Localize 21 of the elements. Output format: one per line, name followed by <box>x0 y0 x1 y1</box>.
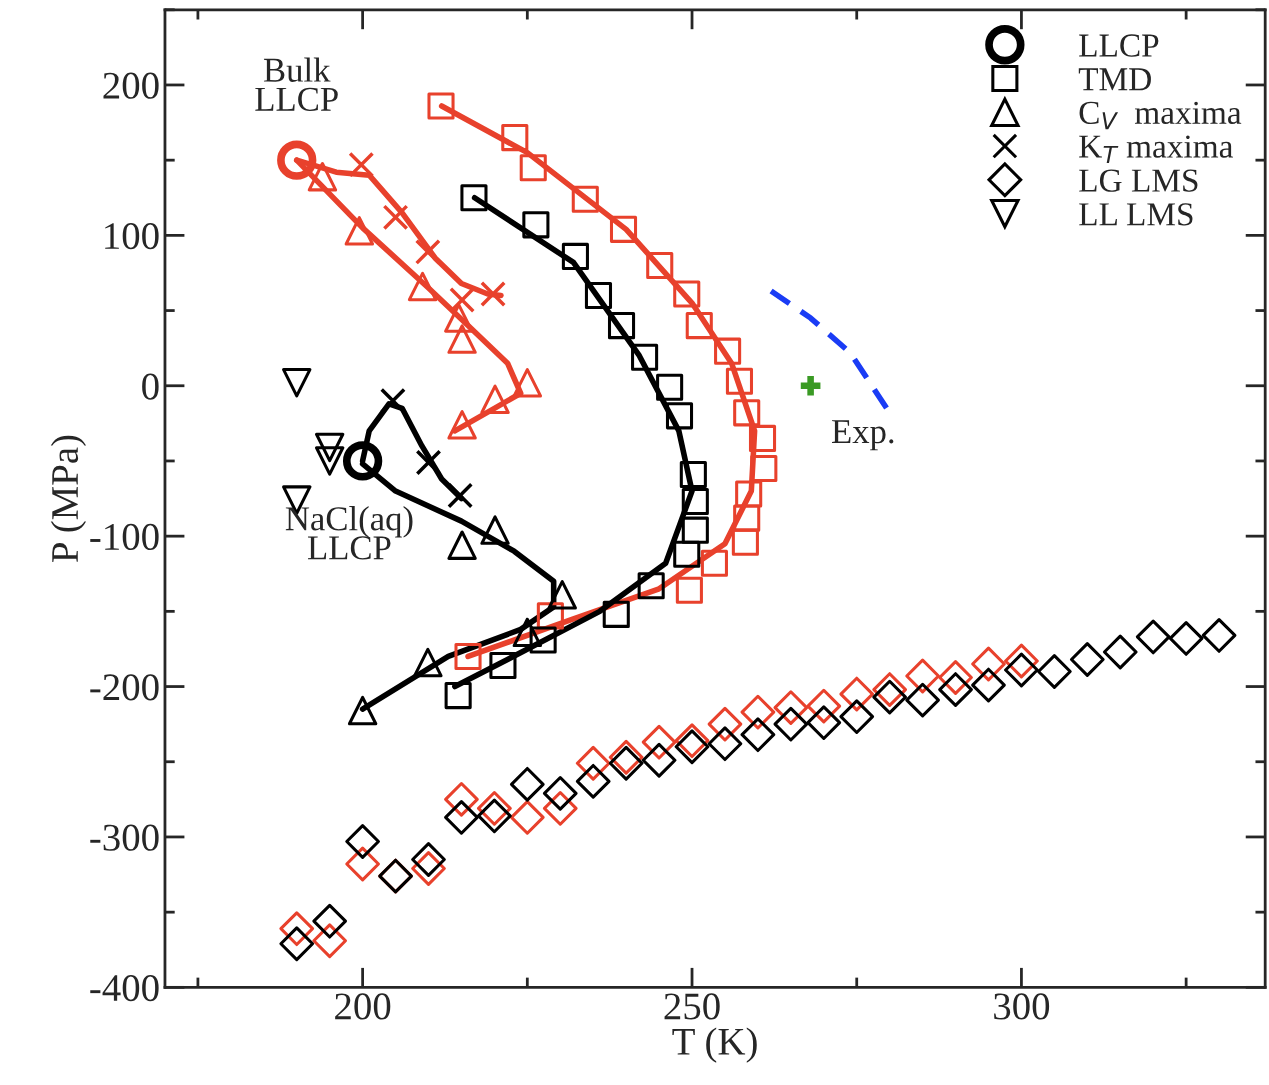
y-tick-label: 200 <box>103 72 159 99</box>
y-tick-label: 0 <box>142 373 159 400</box>
legend-label: LG LMS <box>1079 169 1198 192</box>
legend-label: LL LMS <box>1079 203 1193 226</box>
legend-label: K$_{T}$ maxima <box>1079 135 1233 163</box>
y-tick-label: -400 <box>90 974 159 1002</box>
legend-label: C$_{V}$ maxima <box>1079 101 1242 130</box>
legend-label: LLCP <box>1079 34 1159 57</box>
x-tick-label: 200 <box>335 993 391 1020</box>
y-tick-label: -100 <box>90 523 159 551</box>
annotation: NaCl(aq) LLCP <box>285 506 413 560</box>
y-tick-label: 100 <box>105 222 159 250</box>
x-axis-title: T (K) <box>672 1027 757 1063</box>
x-tick-label: 300 <box>994 993 1050 1020</box>
y-tick-label: -200 <box>90 674 159 701</box>
y-tick-label: -300 <box>90 824 159 851</box>
annotation: Bulk LLCP <box>255 57 338 111</box>
annotation: Exp. <box>832 420 894 451</box>
legend-label: TMD <box>1078 68 1151 91</box>
y-axis-title: P (MPa) <box>50 435 87 563</box>
x-tick-label: 250 <box>664 993 720 1020</box>
